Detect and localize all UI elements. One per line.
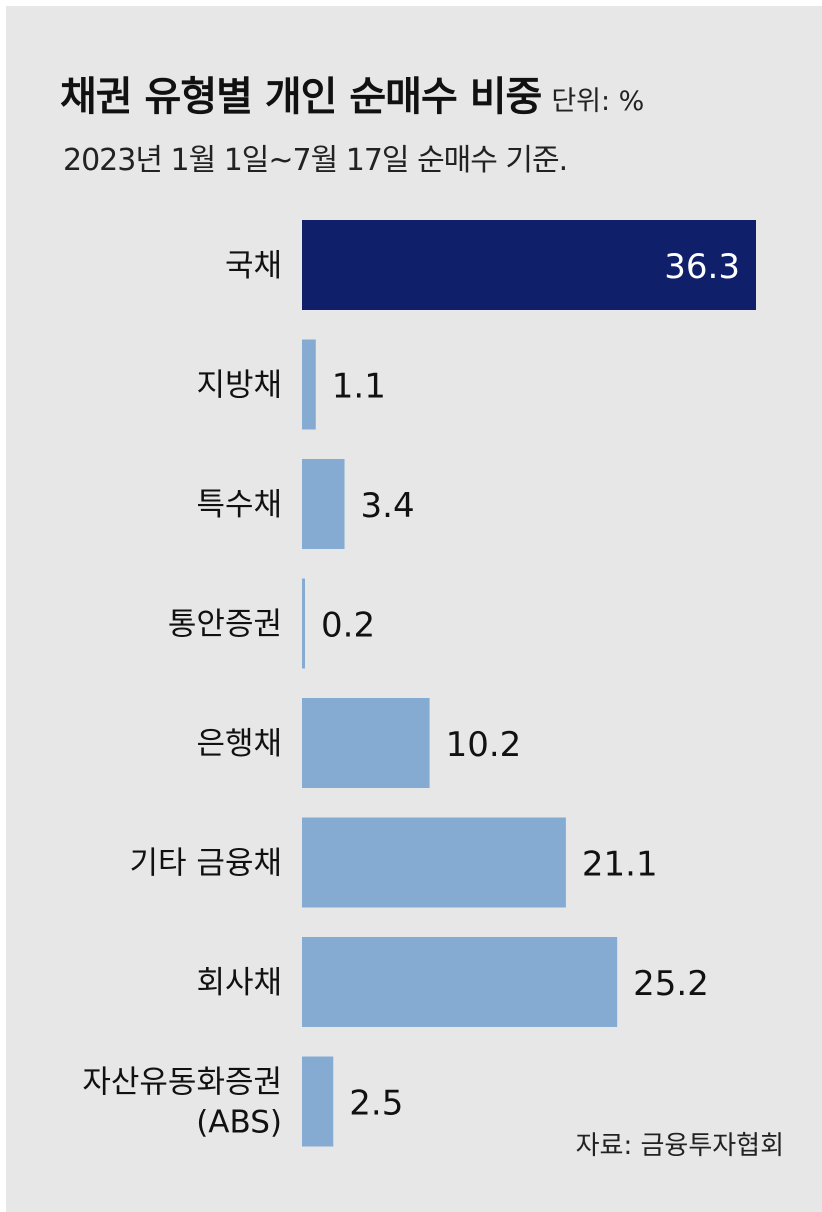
category-label: 은행채	[196, 726, 282, 762]
value-label: 0.2	[321, 606, 375, 646]
bar-2	[302, 459, 345, 549]
title-row: 채권 유형별 개인 순매수 비중 단위: %	[60, 64, 644, 122]
bar-4	[302, 698, 430, 788]
bar-3	[302, 578, 305, 669]
category-label: 지방채	[196, 368, 282, 404]
chart-title: 채권 유형별 개인 순매수 비중	[60, 74, 542, 120]
chart-subtitle: 2023년 1월 1일~7월 17일 순매수 기준.	[63, 143, 568, 178]
value-label: 1.1	[332, 367, 386, 407]
category-label: 국채	[225, 248, 282, 284]
value-label: 21.1	[582, 845, 658, 885]
unit-label: 단위: %	[551, 86, 645, 117]
bar-7	[302, 1056, 334, 1147]
bar-0	[302, 220, 756, 310]
bar-6	[302, 937, 618, 1027]
category-label: 통안증권	[168, 607, 282, 643]
value-label: 36.3	[664, 247, 740, 287]
category-label: 회사채	[196, 965, 282, 1001]
bar-5	[302, 817, 566, 908]
category-label: 기타 금융채	[130, 846, 282, 882]
source-note: 자료: 금융투자협회	[575, 1131, 784, 1161]
value-label: 10.2	[446, 725, 522, 765]
value-label: 2.5	[349, 1084, 403, 1124]
value-label: 3.4	[361, 486, 415, 526]
bar-1	[302, 339, 316, 430]
category-label: 자산유동화증권 (ABS)	[82, 1065, 282, 1141]
category-label: 특수채	[196, 487, 282, 523]
value-label: 25.2	[633, 964, 709, 1004]
